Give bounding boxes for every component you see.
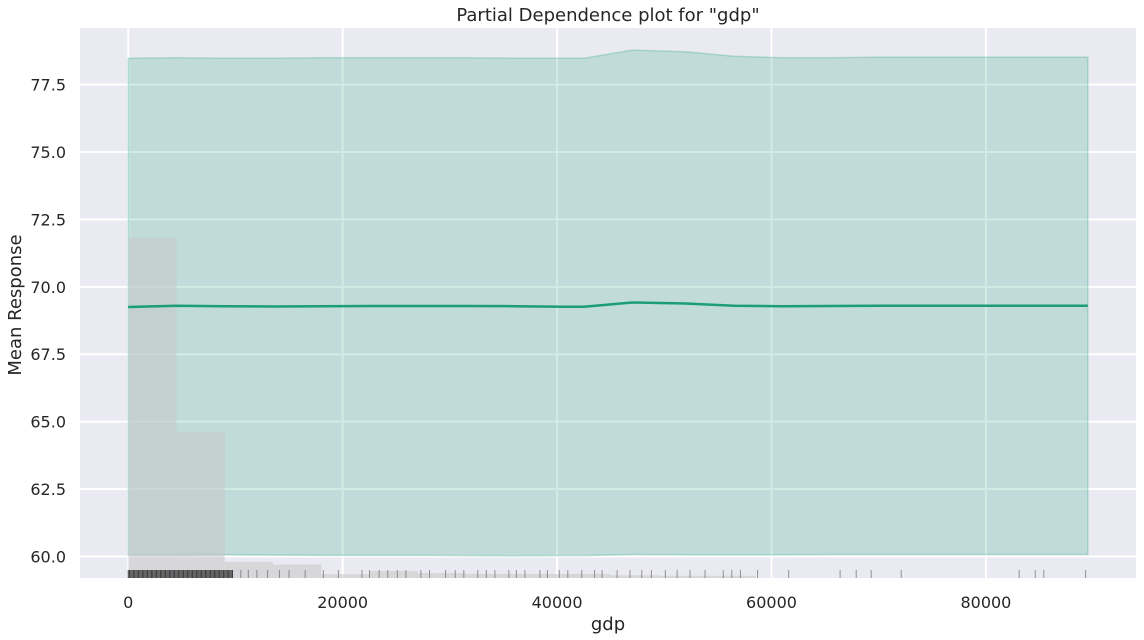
histogram-bar bbox=[369, 570, 418, 578]
x-tick-label: 60000 bbox=[746, 593, 797, 612]
x-axis-label: gdp bbox=[591, 614, 625, 635]
x-tick-label: 40000 bbox=[532, 593, 583, 612]
x-tick-label: 0 bbox=[123, 593, 133, 612]
histogram-bar bbox=[610, 575, 659, 578]
chart-title: Partial Dependence plot for "gdp" bbox=[456, 5, 759, 26]
histogram-bar bbox=[514, 573, 563, 578]
confidence-band-area bbox=[127, 49, 1089, 557]
pd-line-path bbox=[128, 301, 1088, 309]
y-tick-label: 72.5 bbox=[30, 210, 66, 229]
y-tick-label: 75.0 bbox=[30, 143, 66, 162]
y-tick-label: 67.5 bbox=[30, 345, 66, 364]
y-axis-ticks: 60.0 62.5 65.0 67.5 70.0 72.5 75.0 77.5 bbox=[30, 76, 66, 567]
x-tick-label: 80000 bbox=[960, 593, 1011, 612]
y-tick-label: 62.5 bbox=[30, 480, 66, 499]
grid bbox=[80, 28, 1136, 578]
histogram-bar bbox=[707, 575, 756, 578]
histogram bbox=[128, 237, 756, 579]
y-tick-label: 60.0 bbox=[30, 547, 66, 566]
plot-background bbox=[80, 28, 1136, 578]
histogram-bar bbox=[272, 564, 322, 578]
y-tick-label: 70.0 bbox=[30, 278, 66, 297]
y-axis-label: Mean Response bbox=[5, 234, 26, 375]
y-tick-label: 65.0 bbox=[30, 413, 66, 432]
x-axis-ticks: 0 20000 40000 60000 80000 bbox=[123, 593, 1011, 612]
pd-line bbox=[128, 301, 1088, 309]
histogram-bar bbox=[417, 573, 466, 578]
histogram-bar bbox=[128, 237, 177, 579]
histogram-bar bbox=[658, 575, 708, 578]
histogram-bar bbox=[321, 574, 370, 578]
x-tick-label: 20000 bbox=[317, 593, 368, 612]
confidence-band bbox=[127, 49, 1089, 557]
histogram-bar bbox=[562, 573, 611, 578]
histogram-bar bbox=[224, 561, 273, 578]
histogram-bar bbox=[176, 431, 225, 578]
histogram-bar bbox=[465, 573, 515, 578]
y-tick-label: 77.5 bbox=[30, 76, 66, 95]
rug-marks bbox=[127, 570, 1087, 578]
